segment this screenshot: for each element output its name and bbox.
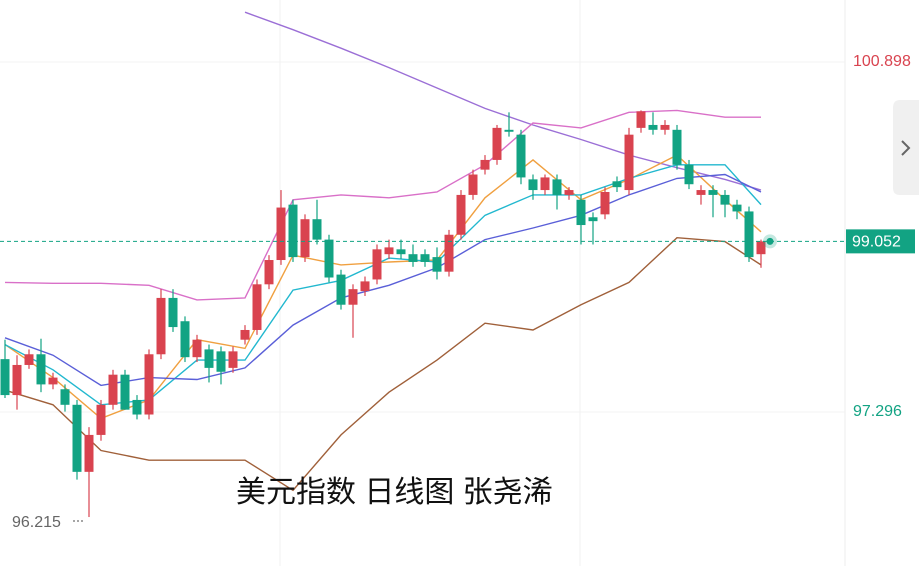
leader-dot bbox=[81, 520, 83, 522]
candle-body bbox=[612, 181, 622, 188]
y-tick-label: 97.296 bbox=[853, 403, 902, 420]
candle-body bbox=[228, 351, 238, 368]
candle-body bbox=[420, 254, 430, 262]
last-price-label: 99.052 bbox=[852, 234, 901, 251]
candle-body bbox=[84, 434, 94, 472]
plot: 100.898 97.296 96.215 99.052 bbox=[0, 11, 915, 531]
candle-body bbox=[396, 249, 406, 255]
candle-body bbox=[156, 297, 166, 355]
candle-body bbox=[252, 284, 262, 330]
candle-body bbox=[684, 164, 694, 185]
chart-title: 美元指数 日线图 张尧浠 bbox=[236, 476, 553, 509]
indicator-line bbox=[4, 236, 762, 492]
candle-body bbox=[324, 239, 334, 278]
grid bbox=[279, 0, 846, 566]
last-price-tag bbox=[846, 229, 915, 254]
candle-body bbox=[348, 289, 358, 305]
candle-body bbox=[720, 194, 730, 205]
candle-body bbox=[276, 207, 286, 261]
candle-body bbox=[528, 179, 538, 191]
candle-body bbox=[312, 219, 322, 240]
candle-body bbox=[240, 329, 250, 340]
candle-body bbox=[708, 190, 718, 195]
candle-body bbox=[588, 217, 598, 222]
candle-body bbox=[600, 192, 610, 215]
candle-body bbox=[444, 234, 454, 272]
candle-body bbox=[576, 199, 586, 226]
candle-body bbox=[288, 204, 298, 258]
candle-body bbox=[672, 129, 682, 165]
indicator-line bbox=[4, 109, 761, 301]
candle-body bbox=[636, 111, 646, 128]
candle-body bbox=[732, 204, 742, 212]
leader-dot bbox=[73, 520, 75, 522]
candle-body bbox=[744, 211, 754, 258]
candle-body bbox=[564, 190, 574, 195]
candle-body bbox=[516, 134, 526, 178]
candle-body bbox=[756, 241, 766, 255]
candle-body bbox=[480, 159, 490, 170]
candle-body bbox=[336, 274, 346, 305]
last-price-dot bbox=[766, 237, 774, 245]
candle-body bbox=[144, 354, 154, 415]
candle-body bbox=[192, 339, 202, 358]
leader-dot bbox=[77, 520, 79, 522]
candle-body bbox=[384, 247, 394, 255]
candle-body bbox=[552, 179, 562, 195]
indicator-line bbox=[4, 164, 762, 406]
candle-body bbox=[360, 281, 370, 292]
candle-body bbox=[0, 359, 10, 396]
candle-body bbox=[96, 404, 106, 435]
candle-body bbox=[120, 374, 130, 410]
y-tick-label: 100.898 bbox=[853, 53, 911, 70]
candle-body bbox=[132, 399, 142, 415]
candle-body bbox=[540, 177, 550, 191]
candle-body bbox=[48, 377, 58, 385]
candle-body bbox=[624, 134, 634, 191]
candle-body bbox=[24, 354, 34, 365]
expand-tab[interactable] bbox=[893, 100, 919, 195]
candle-body bbox=[108, 374, 118, 405]
candle-body bbox=[36, 354, 46, 385]
candle-body bbox=[180, 321, 190, 358]
candle-body bbox=[216, 351, 226, 372]
expand-button[interactable] bbox=[893, 100, 919, 195]
candle-body bbox=[468, 174, 478, 195]
candle-body bbox=[432, 257, 442, 272]
candle-body bbox=[660, 124, 670, 130]
low-label: 96.215 bbox=[12, 514, 61, 531]
candle-body bbox=[408, 254, 418, 262]
candle-body bbox=[204, 349, 214, 368]
candle-body bbox=[300, 219, 310, 258]
candle-body bbox=[372, 249, 382, 280]
candle-body bbox=[72, 404, 82, 472]
candle-body bbox=[492, 127, 502, 160]
candle-body bbox=[12, 364, 22, 396]
indicator-line bbox=[244, 11, 762, 191]
candle-body bbox=[60, 389, 70, 405]
candle-body bbox=[168, 297, 178, 328]
candle-body bbox=[264, 260, 274, 285]
indicator-line bbox=[4, 173, 762, 387]
chevron-icon bbox=[901, 140, 911, 156]
candle-body bbox=[648, 124, 658, 130]
candle-body bbox=[456, 194, 466, 235]
candle-body bbox=[696, 190, 706, 195]
candle-body bbox=[504, 129, 514, 132]
